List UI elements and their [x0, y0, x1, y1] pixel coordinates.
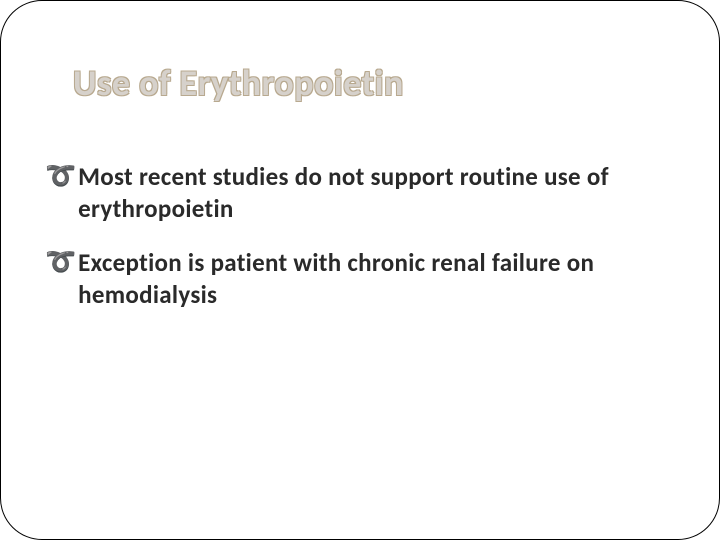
slide-frame: Use of Erythropoietin ➰ Most recent stud…: [0, 0, 720, 540]
bullet-looparrow-icon: ➰: [45, 247, 76, 278]
bullet-text: Exception is patient with chronic renal …: [78, 247, 675, 311]
body-area: ➰ Most recent studies do not support rou…: [45, 161, 675, 333]
slide-title: Use of Erythropoietin: [73, 61, 404, 105]
bullet-text: Most recent studies do not support routi…: [78, 161, 675, 225]
bullet-item: ➰ Most recent studies do not support rou…: [45, 161, 675, 225]
title-area: Use of Erythropoietin: [73, 61, 404, 105]
bullet-item: ➰ Exception is patient with chronic rena…: [45, 247, 675, 311]
bullet-looparrow-icon: ➰: [45, 161, 76, 192]
